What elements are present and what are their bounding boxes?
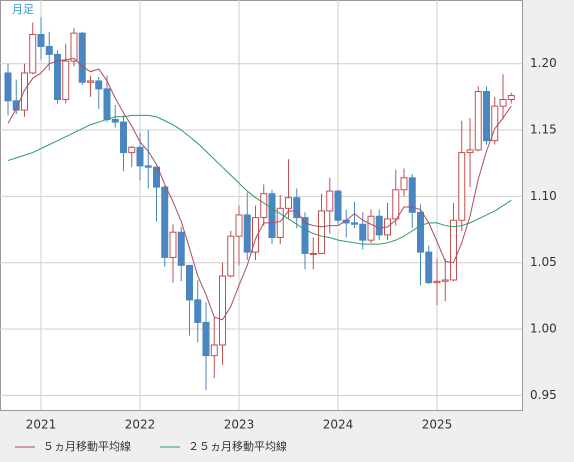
candle-body xyxy=(425,251,433,284)
candle-body xyxy=(78,32,86,83)
candle-body xyxy=(136,146,144,167)
candle-body xyxy=(202,321,210,357)
moving-average-line xyxy=(7,57,512,321)
y-tick-label: 1.15 xyxy=(530,123,557,137)
candle-body xyxy=(87,80,94,83)
y-tick-label: 1.05 xyxy=(530,255,557,269)
candle-body xyxy=(309,252,317,255)
candle-body xyxy=(408,177,416,213)
candle-body xyxy=(276,207,284,239)
candle-body xyxy=(235,214,243,237)
candle-body xyxy=(4,72,12,102)
x-tick-label: 2022 xyxy=(125,418,156,432)
candle-body xyxy=(474,91,482,151)
candle-body xyxy=(326,190,334,212)
candle-body xyxy=(177,231,185,266)
candle-body xyxy=(194,299,202,323)
candle-body xyxy=(375,215,383,236)
candle-body xyxy=(219,275,226,346)
candle-body xyxy=(483,91,490,142)
candle-body xyxy=(499,99,507,107)
y-tick-label: 0.95 xyxy=(530,388,557,402)
y-tick-label: 1.20 xyxy=(530,56,557,70)
moving-average-line xyxy=(7,114,512,245)
candle-body xyxy=(186,264,193,301)
candle-body xyxy=(144,165,152,168)
x-tick-label: 2021 xyxy=(26,418,57,432)
candle-body xyxy=(268,193,276,239)
candle-body xyxy=(285,197,292,209)
legend-label: ５ヵ月移動平均線 xyxy=(43,439,131,453)
candle-body xyxy=(243,214,251,253)
candle-body xyxy=(29,33,37,74)
period-label: 月足 xyxy=(12,3,34,16)
candle-body xyxy=(120,121,127,154)
legend-label: ２５ヵ月移動平均線 xyxy=(188,439,287,453)
candle-body xyxy=(400,177,408,191)
candle-body xyxy=(260,193,268,219)
candle-body xyxy=(301,217,309,254)
candle-body xyxy=(70,32,78,62)
candle-body xyxy=(507,95,515,101)
candle-body xyxy=(334,190,342,221)
candle-body xyxy=(62,60,70,101)
candle-body xyxy=(12,100,20,111)
candle-body xyxy=(458,152,466,221)
candle-body xyxy=(37,33,45,47)
candle-body xyxy=(351,222,358,225)
candle-body xyxy=(95,80,103,90)
candle-body xyxy=(441,279,449,282)
candle-body xyxy=(293,197,301,219)
candle-body xyxy=(367,215,375,241)
candle-body xyxy=(45,45,53,55)
candle-body xyxy=(103,88,111,120)
candle-body xyxy=(161,186,169,258)
candle-body xyxy=(318,210,325,254)
candle-body xyxy=(359,223,367,241)
candle-body xyxy=(450,219,457,281)
candle-body xyxy=(128,146,136,154)
y-tick-label: 1.10 xyxy=(530,189,557,203)
candle-body xyxy=(210,344,218,357)
candle-body xyxy=(392,189,400,220)
candle-body xyxy=(227,235,235,277)
x-tick-label: 2024 xyxy=(323,418,354,432)
y-tick-label: 1.00 xyxy=(530,322,557,336)
candle-body xyxy=(153,166,160,188)
candle-body xyxy=(111,118,119,123)
candle-body xyxy=(169,231,177,258)
candle-body xyxy=(21,72,28,111)
x-tick-label: 2023 xyxy=(224,418,255,432)
candle-body xyxy=(466,149,474,154)
candle-body xyxy=(54,53,61,101)
candle-body xyxy=(417,211,424,253)
candle-body xyxy=(491,105,499,142)
candle-body xyxy=(433,280,441,284)
candle-body xyxy=(252,217,259,253)
x-tick-label: 2025 xyxy=(422,418,453,432)
